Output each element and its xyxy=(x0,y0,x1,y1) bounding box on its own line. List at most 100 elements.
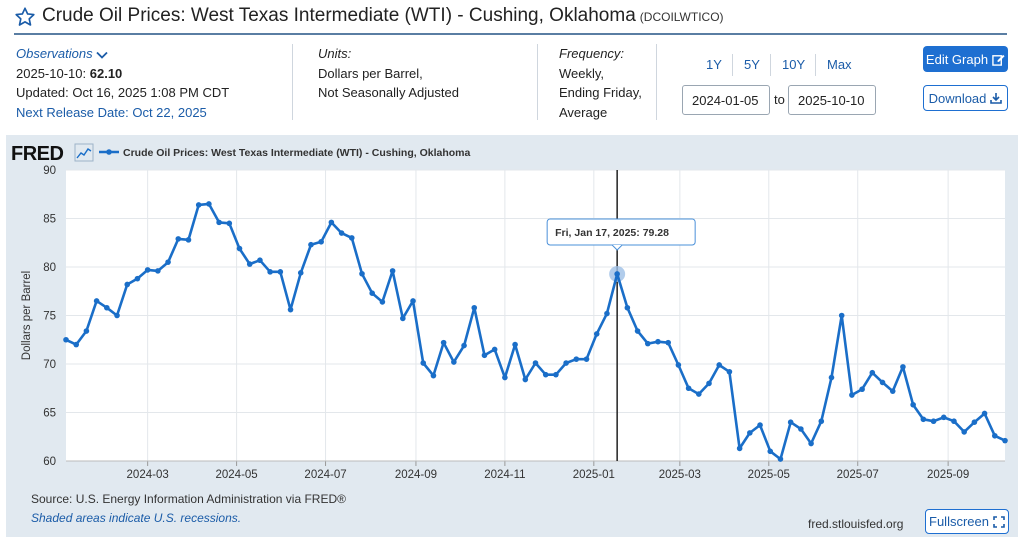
data-point[interactable] xyxy=(767,448,774,455)
data-point[interactable] xyxy=(644,340,651,347)
start-date-input[interactable] xyxy=(682,85,770,115)
fullscreen-button[interactable]: Fullscreen xyxy=(925,509,1009,534)
line-chart[interactable]: FRED Crude Oil Prices: West Texas Interm… xyxy=(6,135,1018,537)
data-point[interactable] xyxy=(471,304,478,311)
data-point[interactable] xyxy=(971,419,978,426)
data-point[interactable] xyxy=(849,392,855,398)
data-point[interactable] xyxy=(400,315,406,322)
data-point[interactable] xyxy=(747,430,753,436)
data-point[interactable] xyxy=(491,346,498,353)
site-url[interactable]: fred.stlouisfed.org xyxy=(808,517,904,531)
data-point[interactable] xyxy=(93,298,100,304)
data-point[interactable] xyxy=(889,388,896,394)
data-point[interactable] xyxy=(226,220,233,227)
data-point[interactable] xyxy=(328,219,335,226)
data-point[interactable] xyxy=(451,359,457,365)
data-point[interactable] xyxy=(991,432,998,439)
data-point[interactable] xyxy=(910,401,916,408)
data-point[interactable] xyxy=(828,374,835,381)
end-date-input[interactable] xyxy=(788,85,876,115)
data-point[interactable] xyxy=(338,230,345,236)
star-icon[interactable] xyxy=(14,6,36,28)
data-point[interactable] xyxy=(604,310,610,317)
data-point[interactable] xyxy=(481,352,488,359)
data-point[interactable] xyxy=(696,391,702,397)
data-point[interactable] xyxy=(73,341,80,348)
data-point[interactable] xyxy=(440,339,447,346)
data-point[interactable] xyxy=(787,419,794,426)
data-point[interactable] xyxy=(430,372,437,379)
data-point[interactable] xyxy=(236,245,243,252)
data-point[interactable] xyxy=(940,414,947,421)
data-point[interactable] xyxy=(1002,437,1008,444)
data-point[interactable] xyxy=(614,271,620,277)
range-5y-link[interactable]: 5Y xyxy=(744,57,760,72)
data-point[interactable] xyxy=(389,268,396,274)
data-point[interactable] xyxy=(563,360,569,366)
data-point[interactable] xyxy=(267,269,273,275)
edit-graph-button[interactable]: Edit Graph xyxy=(923,46,1008,72)
range-10y-link[interactable]: 10Y xyxy=(782,57,806,72)
data-point[interactable] xyxy=(246,261,253,267)
range-max-link[interactable]: Max xyxy=(827,57,852,72)
data-point[interactable] xyxy=(512,341,518,348)
data-point[interactable] xyxy=(726,368,733,375)
data-point[interactable] xyxy=(277,269,284,275)
data-point[interactable] xyxy=(838,312,845,319)
data-point[interactable] xyxy=(216,219,222,226)
data-point[interactable] xyxy=(573,356,580,362)
data-point[interactable] xyxy=(951,418,957,425)
data-point[interactable] xyxy=(757,422,763,428)
data-point[interactable] xyxy=(379,299,386,305)
data-point[interactable] xyxy=(348,235,355,241)
data-point[interactable] xyxy=(206,201,212,207)
data-point[interactable] xyxy=(716,362,723,368)
data-point[interactable] xyxy=(920,416,927,423)
data-point[interactable] xyxy=(369,290,375,296)
data-point[interactable] xyxy=(542,371,549,378)
data-point[interactable] xyxy=(859,386,865,393)
data-point[interactable] xyxy=(502,374,508,381)
data-point[interactable] xyxy=(879,379,886,386)
data-point[interactable] xyxy=(532,360,539,366)
data-point[interactable] xyxy=(624,304,631,311)
data-point[interactable] xyxy=(420,360,427,366)
data-point[interactable] xyxy=(593,331,600,337)
data-point[interactable] xyxy=(134,275,141,282)
data-point[interactable] xyxy=(185,237,192,243)
data-point[interactable] xyxy=(655,338,661,345)
data-point[interactable] xyxy=(287,306,294,313)
data-point[interactable] xyxy=(900,364,906,370)
data-point[interactable] xyxy=(83,328,90,334)
data-point[interactable] xyxy=(930,418,937,425)
data-point[interactable] xyxy=(63,336,69,343)
data-point[interactable] xyxy=(634,328,641,334)
data-point[interactable] xyxy=(869,369,876,376)
data-point[interactable] xyxy=(297,270,304,276)
data-point[interactable] xyxy=(308,241,314,248)
download-button[interactable]: Download xyxy=(923,85,1008,111)
data-point[interactable] xyxy=(461,342,467,349)
data-point[interactable] xyxy=(981,410,988,417)
next-release-link[interactable]: Next Release Date: Oct 22, 2025 xyxy=(16,104,207,120)
data-point[interactable] xyxy=(818,418,825,425)
data-point[interactable] xyxy=(195,202,202,208)
data-point[interactable] xyxy=(257,257,263,264)
data-point[interactable] xyxy=(685,385,692,392)
fred-logo[interactable]: FRED xyxy=(11,143,94,165)
data-point[interactable] xyxy=(808,440,814,447)
data-point[interactable] xyxy=(706,380,712,387)
data-point[interactable] xyxy=(155,268,161,274)
data-point[interactable] xyxy=(553,371,559,378)
data-point[interactable] xyxy=(410,298,416,304)
data-point[interactable] xyxy=(522,376,529,383)
data-point[interactable] xyxy=(114,312,120,319)
data-point[interactable] xyxy=(798,426,804,432)
data-point[interactable] xyxy=(104,304,110,311)
data-point[interactable] xyxy=(359,270,365,277)
data-point[interactable] xyxy=(144,267,151,273)
data-point[interactable] xyxy=(961,429,967,435)
data-point[interactable] xyxy=(165,259,171,265)
data-point[interactable] xyxy=(175,236,182,242)
data-point[interactable] xyxy=(124,281,131,288)
